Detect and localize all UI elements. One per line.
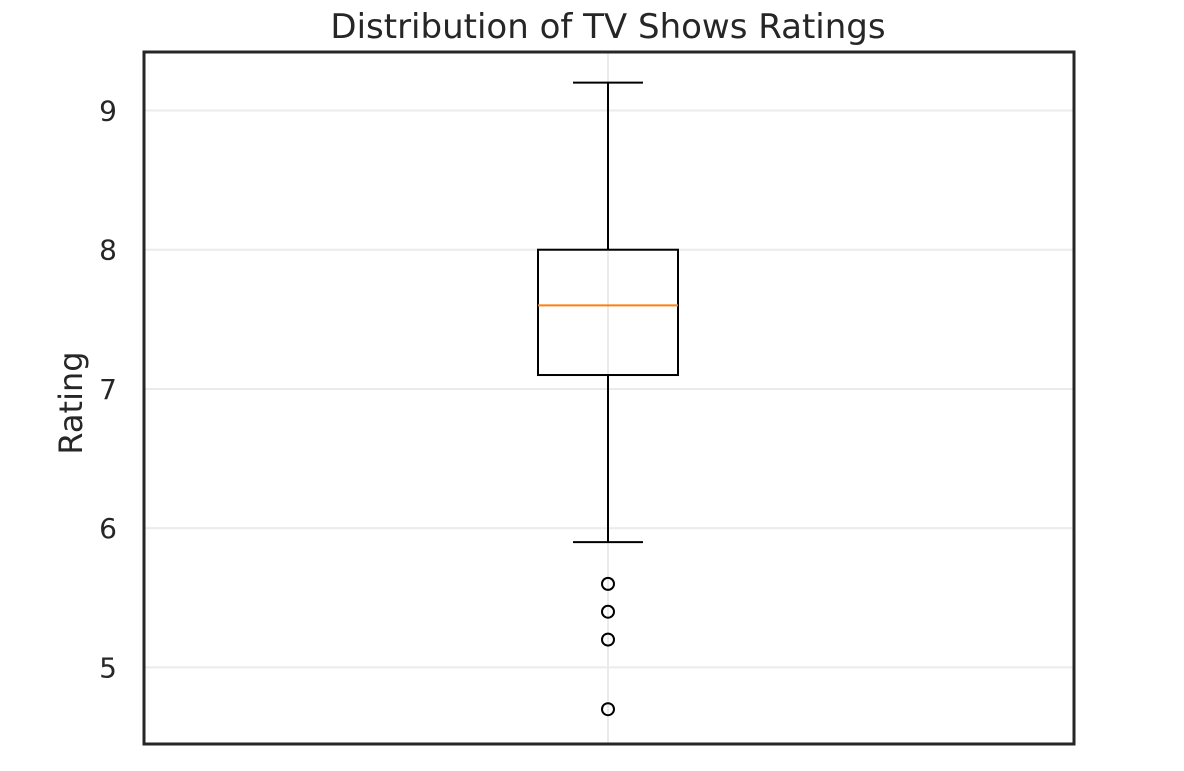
box-plot — [537, 81, 679, 544]
y-tick-label: 9 — [99, 94, 117, 127]
y-tick-label: 7 — [99, 373, 117, 406]
iqr-box — [537, 248, 679, 377]
outlier-point — [601, 576, 615, 591]
y-axis-label: Rating — [52, 351, 90, 454]
y-tick-label: 6 — [99, 512, 117, 545]
outlier-point — [601, 702, 615, 717]
outliers — [601, 576, 615, 717]
y-tick-labels: 5 6 7 8 9 — [99, 94, 117, 684]
chart-title: Distribution of TV Shows Ratings — [330, 7, 885, 47]
plot-frame — [142, 50, 1076, 746]
outlier-point — [601, 604, 615, 619]
y-tick-label: 8 — [99, 234, 117, 267]
outlier-point — [601, 632, 615, 647]
y-tick-label: 5 — [99, 651, 117, 684]
